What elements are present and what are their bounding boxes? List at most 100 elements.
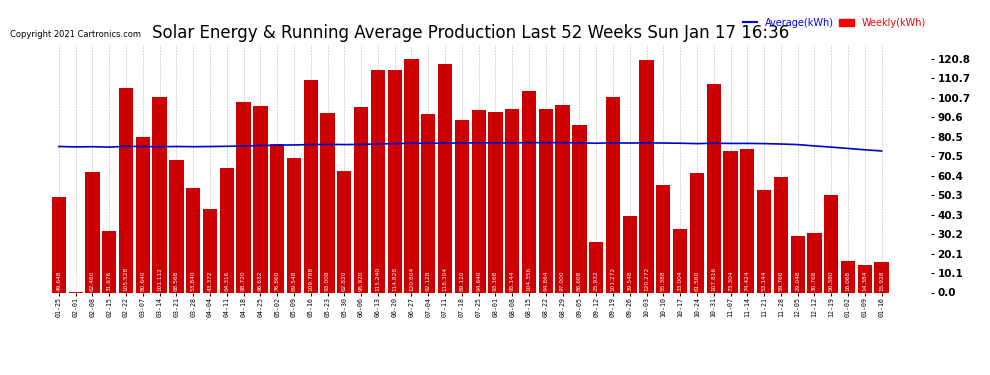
Text: 25.932: 25.932 xyxy=(594,270,599,291)
Text: 50.380: 50.380 xyxy=(829,270,834,291)
Text: 62.460: 62.460 xyxy=(90,270,95,291)
Bar xyxy=(791,236,805,292)
Text: 43.372: 43.372 xyxy=(208,270,213,291)
Bar xyxy=(270,144,284,292)
Text: 97.000: 97.000 xyxy=(560,270,565,291)
Text: 120.272: 120.272 xyxy=(644,266,649,291)
Bar xyxy=(623,216,637,292)
Text: 62.820: 62.820 xyxy=(342,270,346,291)
Bar xyxy=(471,110,486,292)
Text: 59.768: 59.768 xyxy=(778,270,783,291)
Bar xyxy=(438,64,452,292)
Bar xyxy=(253,106,267,292)
Text: 95.920: 95.920 xyxy=(358,270,363,291)
Bar xyxy=(539,109,553,292)
Text: 76.860: 76.860 xyxy=(274,270,279,291)
Text: 61.560: 61.560 xyxy=(694,270,699,291)
Legend: Average(kWh), Weekly(kWh): Average(kWh), Weekly(kWh) xyxy=(742,18,926,28)
Text: 115.240: 115.240 xyxy=(375,267,380,291)
Bar xyxy=(724,151,738,292)
Bar xyxy=(454,120,469,292)
Text: 74.424: 74.424 xyxy=(744,270,749,291)
Bar xyxy=(287,158,301,292)
Bar xyxy=(102,231,117,292)
Bar xyxy=(572,125,586,292)
Bar xyxy=(119,88,134,292)
Text: 14.384: 14.384 xyxy=(862,270,867,291)
Text: 64.316: 64.316 xyxy=(225,270,230,291)
Text: 29.048: 29.048 xyxy=(795,270,800,291)
Bar xyxy=(707,84,721,292)
Text: 101.112: 101.112 xyxy=(157,267,162,291)
Text: 101.272: 101.272 xyxy=(611,267,616,291)
Bar xyxy=(841,261,855,292)
Bar xyxy=(186,188,200,292)
Bar xyxy=(152,97,166,292)
Bar xyxy=(824,195,839,292)
Text: 120.804: 120.804 xyxy=(409,266,414,291)
Text: 107.816: 107.816 xyxy=(711,267,716,291)
Text: 94.864: 94.864 xyxy=(544,270,548,291)
Bar xyxy=(237,102,250,292)
Text: 86.608: 86.608 xyxy=(577,270,582,291)
Bar xyxy=(522,91,537,292)
Bar xyxy=(136,136,149,292)
Bar xyxy=(874,262,889,292)
Text: 31.676: 31.676 xyxy=(107,270,112,291)
Bar xyxy=(354,107,368,292)
Title: Solar Energy & Running Average Production Last 52 Weeks Sun Jan 17 16:36: Solar Energy & Running Average Productio… xyxy=(151,24,789,42)
Text: 53.840: 53.840 xyxy=(191,270,196,291)
Text: 89.120: 89.120 xyxy=(459,270,464,291)
Bar xyxy=(85,172,100,292)
Text: 16.068: 16.068 xyxy=(845,270,850,291)
Bar xyxy=(203,209,217,292)
Text: 96.632: 96.632 xyxy=(257,270,263,291)
Text: 68.568: 68.568 xyxy=(174,270,179,291)
Text: 53.144: 53.144 xyxy=(761,270,766,291)
Bar xyxy=(857,265,872,292)
Text: 95.144: 95.144 xyxy=(510,270,515,291)
Bar xyxy=(673,229,687,292)
Text: 55.388: 55.388 xyxy=(661,270,666,291)
Text: 114.828: 114.828 xyxy=(392,267,397,291)
Bar xyxy=(690,174,704,292)
Bar xyxy=(51,196,66,292)
Bar xyxy=(371,70,385,292)
Bar xyxy=(640,60,653,292)
Bar xyxy=(338,171,351,292)
Bar xyxy=(555,105,569,292)
Text: 15.928: 15.928 xyxy=(879,270,884,291)
Bar xyxy=(304,80,318,292)
Bar xyxy=(606,97,620,292)
Bar xyxy=(656,185,670,292)
Text: 93.168: 93.168 xyxy=(493,270,498,291)
Bar xyxy=(387,70,402,292)
Bar xyxy=(505,108,520,292)
Text: 92.128: 92.128 xyxy=(426,270,431,291)
Text: 118.304: 118.304 xyxy=(443,267,447,291)
Text: 30.768: 30.768 xyxy=(812,270,817,291)
Bar xyxy=(169,160,183,292)
Text: 93.008: 93.008 xyxy=(325,270,330,291)
Text: 69.548: 69.548 xyxy=(291,270,296,291)
Text: 94.640: 94.640 xyxy=(476,270,481,291)
Text: 49.648: 49.648 xyxy=(56,270,61,291)
Bar xyxy=(807,233,822,292)
Bar xyxy=(321,112,335,292)
Bar xyxy=(741,148,754,292)
Text: 80.640: 80.640 xyxy=(141,270,146,291)
Text: 39.548: 39.548 xyxy=(628,270,633,291)
Bar xyxy=(774,177,788,292)
Text: 33.004: 33.004 xyxy=(677,270,683,291)
Bar xyxy=(220,168,234,292)
Bar xyxy=(404,59,419,292)
Text: Copyright 2021 Cartronics.com: Copyright 2021 Cartronics.com xyxy=(10,30,141,39)
Text: 73.304: 73.304 xyxy=(728,270,733,291)
Bar xyxy=(757,190,771,292)
Text: 98.720: 98.720 xyxy=(242,270,247,291)
Text: 109.788: 109.788 xyxy=(308,266,313,291)
Bar xyxy=(589,242,603,292)
Text: 105.528: 105.528 xyxy=(124,266,129,291)
Bar xyxy=(488,112,503,292)
Bar xyxy=(421,114,436,292)
